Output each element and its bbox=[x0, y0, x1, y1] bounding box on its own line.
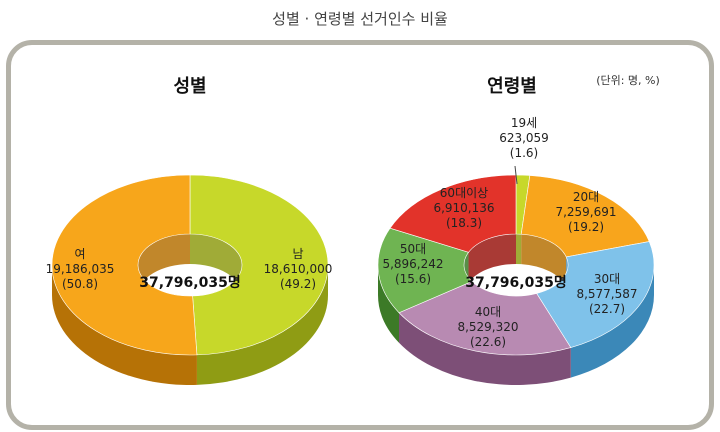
age-label-0: 19세 623,059 (1.6) bbox=[499, 116, 549, 160]
age-slice-3 bbox=[398, 281, 572, 356]
gender-label-1: 여 19,186,035 (50.8) bbox=[46, 247, 115, 291]
age-leader-line bbox=[514, 165, 518, 185]
age-slice-5 bbox=[389, 174, 517, 253]
gender-slice-1 bbox=[51, 174, 198, 356]
age-slice-inner-1-0 bbox=[521, 234, 567, 287]
age-label-3: 40대 8,529,320 (22.6) bbox=[457, 305, 518, 349]
gender-slice-inner-0-0 bbox=[190, 234, 242, 295]
age-slice-side-2 bbox=[570, 265, 654, 378]
age-label-1: 20대 7,259,691 (19.2) bbox=[555, 190, 616, 234]
age-slice-2 bbox=[536, 241, 655, 348]
age-chart-title: 연령별 bbox=[487, 76, 537, 97]
gender-chart-title: 성별 bbox=[173, 76, 206, 97]
gender-donut-chart: 성별 37,796,035명 남 18,610,000 (49.2) 여 19,186,… bbox=[46, 76, 333, 385]
age-label-4: 50대 5,896,242 (15.6) bbox=[382, 242, 443, 286]
gender-label-0: 남 18,610,000 (49.2) bbox=[264, 247, 333, 291]
gender-slice-inner-1-0 bbox=[138, 234, 190, 295]
age-slice-1 bbox=[520, 175, 650, 258]
age-slice-inner-0-0 bbox=[516, 234, 522, 265]
age-donut-chart: 연령별 37,796,035명 19세 623,059 (1.6)20대 7,259,… bbox=[377, 76, 655, 385]
gender-slice-0 bbox=[189, 174, 329, 356]
age-slice-side-4 bbox=[378, 265, 400, 343]
age-slice-4 bbox=[377, 227, 473, 314]
age-total-label: 37,796,035명 bbox=[465, 274, 566, 291]
gender-slice-side-0 bbox=[196, 265, 328, 385]
age-label-5: 60대이상 6,910,136 (18.3) bbox=[433, 186, 494, 230]
gender-total-label: 37,796,035명 bbox=[139, 274, 240, 291]
age-slice-side-3 bbox=[399, 312, 571, 385]
main-title: 성별 · 연령별 선거인수 비율 bbox=[272, 10, 448, 28]
age-label-2: 30대 8,577,587 (22.7) bbox=[576, 272, 637, 316]
unit-note: (단위: 명, %) bbox=[596, 74, 660, 87]
gender-slice-side-1 bbox=[52, 265, 197, 385]
age-slice-inner-5-0 bbox=[468, 234, 516, 283]
